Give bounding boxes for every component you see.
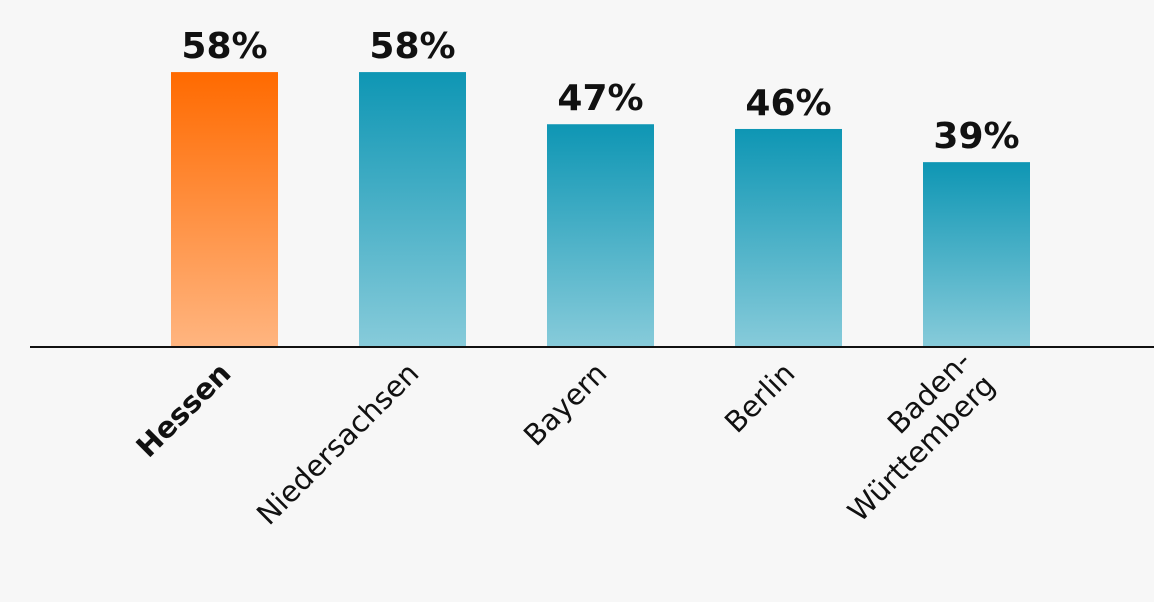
bar bbox=[923, 162, 1030, 347]
x-tick-label: Berlin bbox=[718, 356, 802, 440]
value-label: 58% bbox=[181, 26, 267, 67]
value-label: 58% bbox=[369, 26, 455, 67]
x-tick-label: Hessen bbox=[129, 356, 237, 464]
bar bbox=[359, 72, 466, 348]
bar bbox=[735, 128, 842, 347]
value-label: 39% bbox=[933, 116, 1019, 157]
x-tick-label: Niedersachsen bbox=[250, 356, 426, 532]
bar bbox=[547, 124, 654, 347]
value-label: 46% bbox=[745, 83, 831, 124]
bar bbox=[171, 72, 278, 348]
value-label: 47% bbox=[557, 78, 643, 119]
x-tick-label: Baden-Württemberg bbox=[817, 344, 1001, 528]
x-tick-label: Bayern bbox=[517, 356, 613, 452]
